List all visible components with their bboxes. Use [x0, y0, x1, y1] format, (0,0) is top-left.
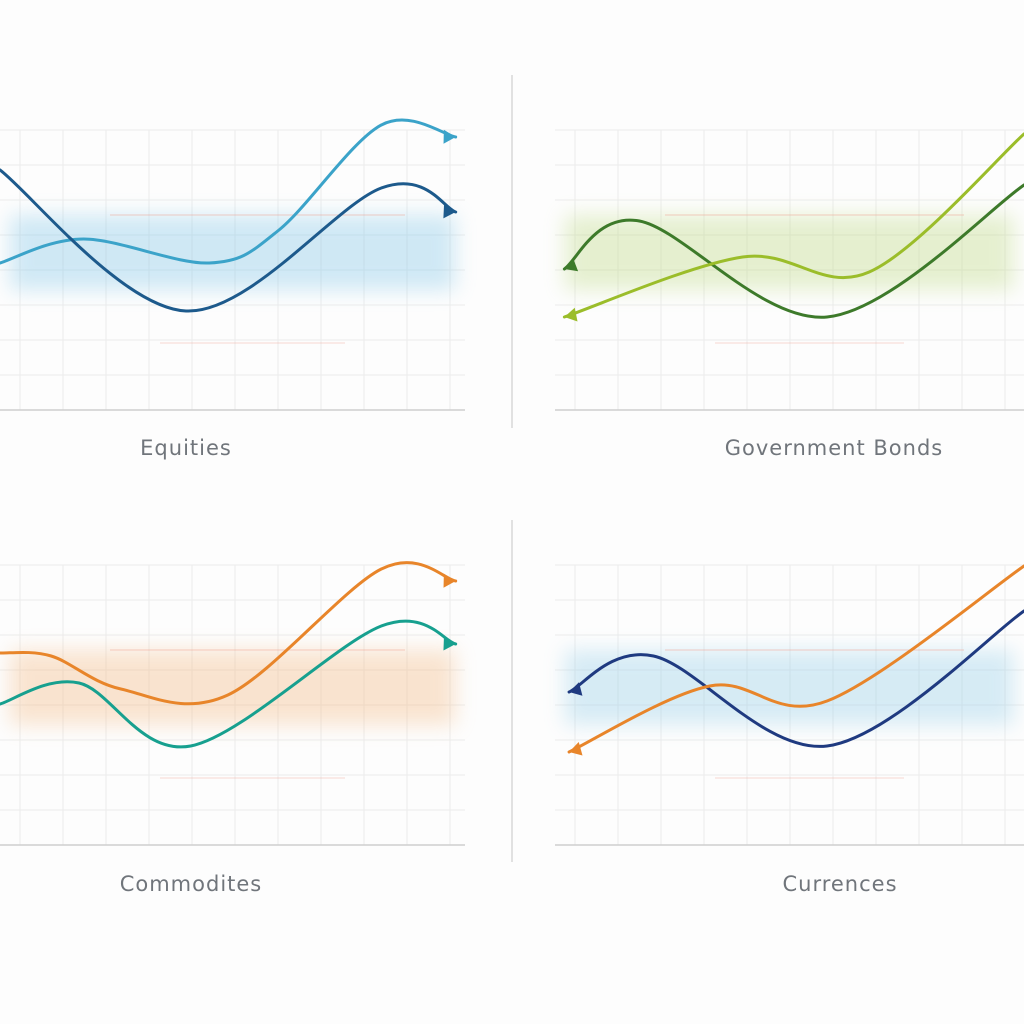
shaded-band: [10, 215, 455, 290]
shaded-band: [565, 215, 1014, 290]
panel-title-equities: Equities: [140, 436, 232, 460]
series-arrowhead-1: [443, 573, 456, 588]
series-line-1: [567, 609, 1024, 748]
series-arrowhead-2: [569, 742, 583, 756]
series-arrowhead-2: [443, 204, 456, 219]
series-line-1: [0, 561, 458, 706]
series-arrowhead-2: [443, 636, 456, 651]
series-line-2: [0, 619, 458, 749]
panel-currencies: [555, 564, 1024, 846]
panel-equities: [0, 118, 465, 411]
series-line-1: [0, 118, 458, 265]
series-line-2: [0, 168, 458, 313]
panel-title-government-bonds: Government Bonds: [725, 436, 943, 460]
series-arrowhead-1: [569, 682, 583, 696]
series-line-1: [562, 183, 1024, 319]
series-arrowhead-1: [443, 129, 456, 144]
series-arrowhead-1: [564, 258, 579, 272]
series-arrowhead-2: [564, 307, 578, 322]
panel-government-bonds: [555, 129, 1024, 411]
shaded-band: [565, 650, 1014, 725]
panel-title-commodities: Commodites: [120, 872, 263, 896]
series-line-2: [567, 564, 1024, 754]
panel-commodities: [0, 561, 465, 846]
shaded-band: [10, 650, 455, 725]
panel-title-currencies: Currences: [782, 872, 897, 896]
series-line-2: [562, 132, 1024, 319]
